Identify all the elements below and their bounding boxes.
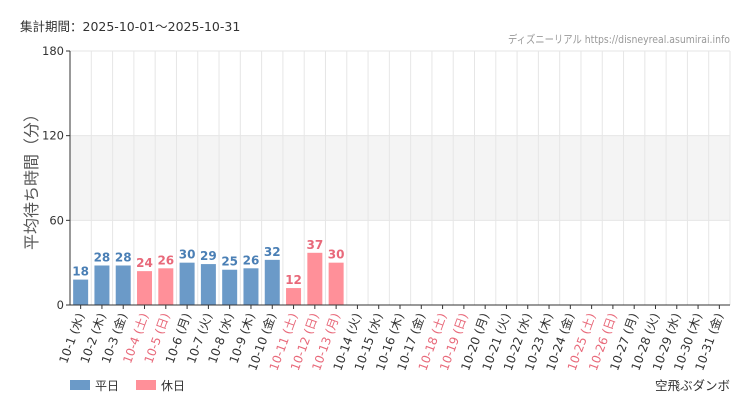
y-axis: 0 60 120 180	[42, 44, 71, 312]
bar-value-label: 30	[328, 248, 345, 262]
legend-label-holiday: 休日	[161, 379, 185, 393]
bar	[307, 252, 323, 305]
bar	[137, 271, 153, 305]
bar-value-label: 24	[136, 256, 153, 270]
bar-value-label: 12	[285, 273, 302, 287]
legend: 平日 休日	[70, 379, 185, 393]
bar-value-label: 26	[157, 253, 174, 267]
attraction-name: 空飛ぶダンボ	[655, 378, 730, 393]
period-label: 集計期間：2025-10-01～2025-10-31	[20, 19, 240, 34]
bar-value-label: 32	[264, 245, 281, 259]
bar-value-label: 18	[72, 265, 89, 279]
bar	[115, 265, 131, 305]
y-axis-title: 平均待ち時間（分）	[22, 106, 41, 250]
grid-lines	[70, 50, 731, 305]
bar-value-label: 26	[243, 253, 260, 267]
legend-swatch-holiday	[136, 380, 156, 390]
shaded-band	[70, 135, 730, 221]
bar	[328, 262, 344, 305]
bar	[243, 268, 259, 305]
bar	[73, 279, 89, 305]
bar-value-label: 28	[94, 250, 111, 264]
bar	[94, 265, 110, 305]
y-tick-label: 0	[57, 298, 64, 312]
bar	[200, 264, 216, 305]
bar	[222, 269, 238, 305]
legend-swatch-weekday	[70, 380, 90, 390]
plot-background	[70, 135, 730, 221]
bar-value-label: 37	[306, 238, 323, 252]
legend-label-weekday: 平日	[95, 379, 119, 393]
y-tick-label: 120	[42, 129, 64, 143]
y-tick-label: 60	[49, 213, 64, 227]
y-tick-label: 180	[42, 44, 64, 58]
bar-value-label: 29	[200, 249, 217, 263]
bar	[264, 259, 280, 305]
x-axis: 10-1 (水)10-2 (木)10-3 (金)10-4 (土)10-5 (日)…	[56, 304, 730, 372]
bar	[158, 268, 174, 305]
source-credit: ディズニーリアル https://disneyreal.asumirai.inf…	[508, 32, 730, 46]
bar-value-label: 30	[179, 248, 196, 262]
bar-value-label: 28	[115, 250, 132, 264]
bars-group: 18 28 28 24 26 30 29 25 26 32 12 37 30	[72, 238, 344, 305]
bar	[179, 262, 195, 305]
bar	[286, 288, 302, 305]
bar-value-label: 25	[221, 255, 238, 269]
